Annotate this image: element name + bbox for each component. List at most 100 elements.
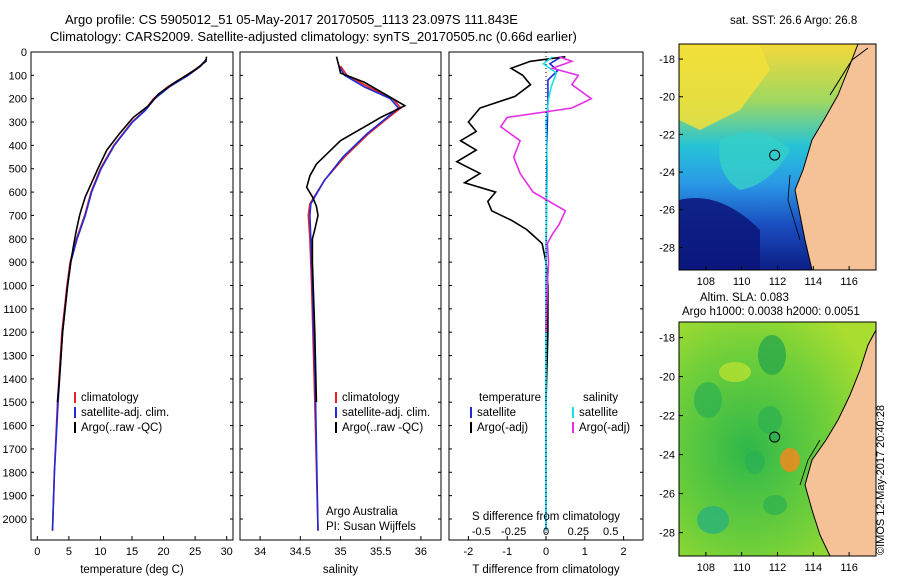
map-y-tick-label: -26 [659,205,675,217]
x-tick-label: 2 [621,546,627,558]
y-tick-label: 400 [9,140,27,152]
annotation: PI: Susan Wijffels [326,521,416,533]
salinity-panel: 34 34.5 35 35.5 36 salinity climatology satelli… [240,51,441,576]
legend-label: satellite-adj. clim. [81,407,169,419]
map-x-tick-label: 114 [805,276,823,288]
s-tick-label: 0.5 [603,526,618,538]
map-y-tick-label: -22 [659,129,675,141]
temperature-axes [30,51,234,541]
y-tick-label: 1400 [3,374,27,386]
series-line [56,56,208,403]
x-tick-label: -1 [502,546,512,558]
temperature-panel: 0100200300400500600700800900100011001200… [3,47,233,576]
y-tick-label: 1900 [3,491,27,503]
x-tick-label: 0 [34,546,40,558]
y-tick-label: 100 [9,70,27,82]
y-tick-label: 1200 [3,327,27,339]
map-x-tick-label: 110 [733,562,751,574]
legend-label: Argo(-adj) [477,422,528,434]
legend-header: temperature [479,392,541,404]
x-tick-label: 30 [221,546,233,558]
x-tick-label: 1 [582,546,588,558]
sla-map-ticks: 108 110 112 114 116 -18 -20 -22 -24 -26 -28 [659,333,858,574]
legend-label: Argo(-adj) [579,422,630,434]
x-tick-label: 36 [415,546,427,558]
y-tick-label: 0 [21,47,27,59]
map-y-tick-label: -20 [659,92,675,104]
x-axis-label: temperature (deg C) [80,564,184,576]
copyright: ©IMOS 12-May-2017 20:40:28 [875,405,887,555]
legend-label: Argo(..raw -QC) [342,422,423,434]
salinity-axes [239,51,442,541]
x-tick-label: 34.5 [290,546,311,558]
difference-panel: -2 -1 0 1 2T difference from climatology -0.5… [449,51,643,576]
legend-label: climatology [81,392,139,404]
series-line [455,55,566,403]
series-line [51,58,208,531]
sla-map-title-1: Altim. SLA: 0.083 [700,292,789,304]
map-x-tick-label: 108 [697,276,715,288]
sst-map: 108 110 112 114 116 -18 -20 -22 -24 -26 -28 [659,43,877,288]
map-y-tick-label: -18 [659,333,675,345]
map-y-tick-label: -28 [659,242,675,254]
x-tick-label: -2 [464,546,474,558]
y-tick-label: 800 [9,234,27,246]
x-tick-label: 35 [334,546,346,558]
y-tick-label: 2000 [3,514,27,526]
x-axis-label: T difference from climatology [472,564,619,576]
annotation: Argo Australia [326,506,398,518]
map-x-tick-label: 112 [769,562,787,574]
legend-header: salinity [583,392,618,404]
y-tick-label: 1300 [3,351,27,363]
s-tick-label: -0.5 [472,526,491,538]
series-line [307,65,402,531]
y-tick-label: 700 [9,210,27,222]
map-y-tick-label: -24 [659,167,675,179]
sla-map: 108 110 112 114 116 -18 -20 -22 -24 -26 -28 [659,321,877,574]
s-tick-label: 0 [543,526,549,538]
x-axis-label: salinity [323,564,358,576]
s-tick-label: -0.25 [501,526,526,538]
map-y-tick-label: -24 [659,450,675,462]
legend-label: satellite [579,407,618,419]
series-line [309,65,400,531]
map-x-tick-label: 110 [733,276,751,288]
s-tick-label: 0.25 [568,526,589,538]
y-tick-label: 1600 [3,421,27,433]
map-y-tick-label: -28 [659,528,675,540]
sst-map-title: sat. SST: 26.6 Argo: 26.8 [730,15,857,27]
y-tick-label: 1500 [3,397,27,409]
series-line [499,55,593,333]
sla-map-title-2: Argo h1000: 0.0038 h2000: 0.0051 [682,306,860,318]
map-y-tick-label: -20 [659,372,675,384]
y-tick-label: 1700 [3,444,27,456]
x-tick-label: 20 [157,546,169,558]
legend-label: satellite-adj. clim. [342,407,430,419]
x-tick-label: 10 [94,546,106,558]
y-tick-label: 1800 [3,467,27,479]
map-y-tick-label: -18 [659,54,675,66]
sla-float-marker [769,431,781,443]
sst-float-marker [769,149,781,161]
map-y-tick-label: -26 [659,489,675,501]
map-x-tick-label: 114 [805,562,823,574]
map-x-tick-label: 108 [697,562,715,574]
map-x-tick-label: 116 [840,276,858,288]
sst-land [794,44,876,270]
title-line-1: Argo profile: CS 5905012_51 05-May-2017 … [65,12,518,27]
legend-label: Argo(..raw -QC) [81,422,162,434]
y-tick-label: 300 [9,117,27,129]
series-line [305,56,407,403]
x-tick-label: 25 [189,546,201,558]
legend-label: climatology [342,392,400,404]
y-tick-label: 500 [9,164,27,176]
y-tick-label: 1100 [3,304,27,316]
sst-map-ticks: 108 110 112 114 116 -18 -20 -22 -24 -26 -28 [659,54,858,288]
s-axis-label: S difference from climatology [472,511,620,523]
x-tick-label: 15 [126,546,138,558]
y-tick-label: 900 [9,257,27,269]
y-tick-label: 600 [9,187,27,199]
legend-label: satellite [477,407,516,419]
x-tick-label: 5 [66,546,72,558]
